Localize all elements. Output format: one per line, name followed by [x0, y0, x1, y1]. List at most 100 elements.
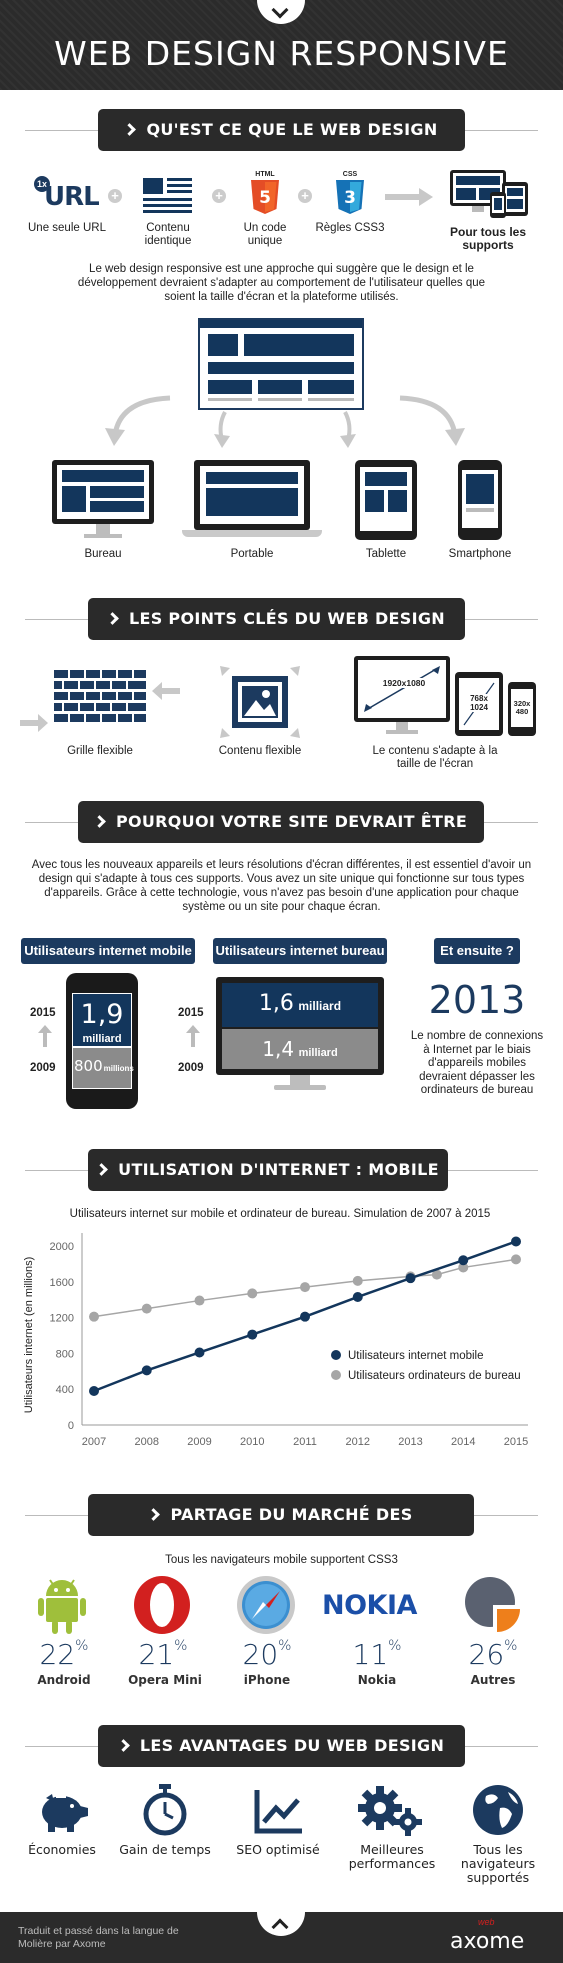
- flexible-grid-icon: [20, 668, 180, 732]
- next-title: Et ensuite ?: [434, 938, 520, 964]
- scroll-down-button[interactable]: [257, 0, 305, 24]
- label-android: Android: [20, 1673, 108, 1687]
- monitor-stat: 1,6 milliard 1,4 milliard: [216, 977, 384, 1092]
- data-point: [142, 1365, 152, 1375]
- s1-description: Le web design responsive est une approch…: [70, 262, 493, 304]
- desktop-value-2009: 1,4: [262, 1037, 294, 1061]
- y-tick-label: 1600: [50, 1277, 74, 1289]
- phone-320-icon: 320x 480: [508, 682, 536, 736]
- label-grille-flexible: Grille flexible: [40, 745, 160, 758]
- x-tick-label: 2012: [346, 1436, 370, 1448]
- chart-ylabel: Utilisateurs internet (en millions): [23, 1257, 35, 1414]
- s3-paragraph: Avec tous les nouveaux appareils et leur…: [22, 858, 541, 914]
- data-point: [300, 1312, 310, 1322]
- section-heading-2: LES POINTS CLÉS DU WEB DESIGN RESPONSIVE: [88, 598, 465, 640]
- arrow-up-icon: [38, 1025, 52, 1047]
- section-heading-3: POURQUOI VOTRE SITE DEVRAIT ÊTRE RESPONS…: [78, 801, 484, 843]
- chevron-down-icon: [272, 2, 289, 19]
- x-tick-label: 2007: [82, 1436, 106, 1448]
- y-tick-label: 2000: [50, 1241, 74, 1253]
- label-smartphone: Smartphone: [440, 548, 520, 561]
- data-point: [142, 1304, 152, 1314]
- footer-credit: Traduit et passé dans la langue de Moliè…: [18, 1925, 188, 1951]
- resolution-320: 320x 480: [511, 700, 533, 716]
- others-share: 26%: [448, 1638, 538, 1671]
- section-heading-1: QU'EST CE QUE LE WEB DESIGN RESPONSIVE ?: [98, 109, 465, 151]
- gears-icon: [358, 1786, 424, 1836]
- flexible-content-icon: [218, 664, 302, 740]
- label-gain-de-temps: Gain de temps: [116, 1843, 214, 1857]
- legend-entry: Utilisateurs internet mobile: [348, 1350, 484, 1362]
- section-heading-6: LES AVANTAGES DU WEB DESIGN RESPONSIVE: [98, 1725, 465, 1767]
- url-text: URL: [44, 182, 99, 212]
- svg-text:5: 5: [259, 188, 271, 208]
- iphone-share: 20%: [222, 1638, 312, 1671]
- label-contenu-adapte: Le contenu s'adapte à la taille de l'écr…: [370, 745, 500, 771]
- plus-icon: +: [212, 189, 226, 203]
- stopwatch-icon: [143, 1784, 187, 1836]
- data-point: [353, 1276, 363, 1286]
- label-iphone: iPhone: [222, 1673, 312, 1687]
- desktop-value-2015: 1,6: [259, 991, 294, 1016]
- x-tick-label: 2010: [240, 1436, 264, 1448]
- x-tick-label: 2009: [187, 1436, 211, 1448]
- html-text: HTML: [248, 171, 282, 178]
- others-icon: [464, 1576, 522, 1634]
- arrow-up-icon: [186, 1025, 200, 1047]
- data-point: [406, 1273, 416, 1283]
- legend-marker: [331, 1350, 341, 1360]
- label-tous-les-navigateurs: Tous les navigateurs supportés: [452, 1843, 544, 1885]
- data-point: [458, 1255, 468, 1265]
- tablet-768-icon: 768x 1024: [455, 672, 503, 736]
- label-bureau: Bureau: [52, 548, 154, 561]
- label-nokia: Nokia: [332, 1673, 422, 1687]
- label-portable: Portable: [182, 548, 322, 561]
- url-icon: 1x URL: [34, 176, 94, 214]
- section-heading-5: PARTAGE DU MARCHÉ DES NAVIGATEURS MOBILE: [88, 1494, 474, 1536]
- header-bar: WEB DESIGN RESPONSIVE: [0, 0, 563, 90]
- data-point: [511, 1236, 521, 1246]
- data-point: [195, 1296, 205, 1306]
- next-text: Le nombre de connexions à Internet par l…: [410, 1030, 544, 1098]
- x-tick-label: 2015: [504, 1436, 528, 1448]
- page-title: WEB DESIGN RESPONSIVE: [0, 34, 563, 73]
- globe-icon: [472, 1784, 524, 1836]
- html5-icon: HTML 5: [248, 171, 282, 215]
- desktop-unit-2015: milliard: [298, 999, 341, 1013]
- data-point: [511, 1254, 521, 1264]
- nokia-share: 11%: [332, 1638, 422, 1671]
- section-heading-4: UTILISATION D'INTERNET : MOBILE VS BUREA…: [88, 1149, 448, 1191]
- data-point: [89, 1386, 99, 1396]
- scroll-top-button[interactable]: [257, 1912, 305, 1936]
- footer-bar: Traduit et passé dans la langue de Moliè…: [0, 1912, 563, 1963]
- screen-1920-icon: 1920x1080: [354, 656, 450, 736]
- y-tick-label: 0: [68, 1420, 74, 1432]
- nokia-logo: NOKIA: [322, 1590, 417, 1621]
- css3-icon: CSS 3: [333, 171, 367, 215]
- axome-logo[interactable]: axome: [450, 1929, 524, 1954]
- legend-entry: Utilisateurs ordinateurs de bureau: [348, 1370, 521, 1382]
- label-une-seule-url: Une seule URL: [28, 222, 106, 235]
- data-point: [247, 1330, 257, 1340]
- content-icon: [143, 178, 192, 214]
- piggy-bank-icon: [36, 1790, 88, 1834]
- label-pour-tous-les-supports: Pour tous les supports: [438, 226, 538, 252]
- laptop-icon: [182, 460, 322, 540]
- axome-brand-mark: web: [478, 1917, 495, 1927]
- label-contenu-identique: Contenu identique: [129, 222, 207, 248]
- css-text: CSS: [333, 171, 367, 178]
- y-tick-label: 400: [56, 1384, 74, 1396]
- safari-icon: [236, 1575, 296, 1635]
- opera-share: 21%: [118, 1638, 208, 1671]
- data-point: [195, 1347, 205, 1357]
- arrow-right-icon: [124, 123, 137, 136]
- arrow-right-icon: [117, 1739, 130, 1752]
- mobile-unit-2015: milliard: [73, 1033, 131, 1045]
- x-tick-label: 2011: [293, 1436, 317, 1448]
- phone-stat: 1,9 milliard 800millions: [66, 973, 138, 1109]
- next-year: 2013: [412, 978, 542, 1022]
- label-economies: Économies: [14, 1843, 110, 1857]
- multi-device-icon: [450, 170, 530, 220]
- plus-icon: +: [298, 189, 312, 203]
- desktop-icon: [52, 460, 154, 540]
